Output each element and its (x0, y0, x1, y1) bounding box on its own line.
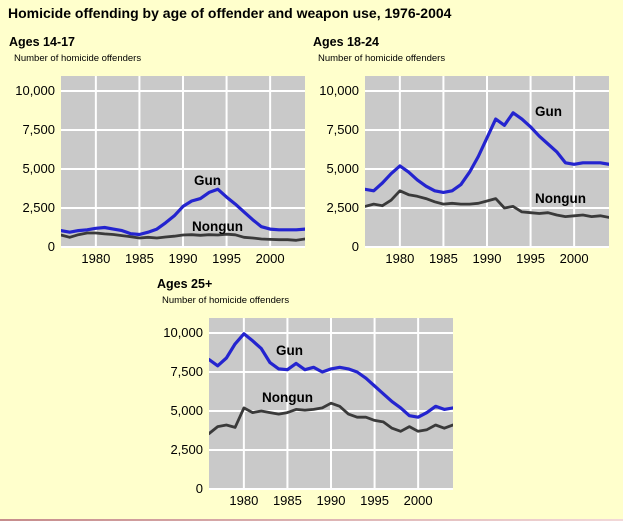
nongun-line (209, 401, 453, 435)
gun-label: Gun (535, 104, 562, 119)
y-tick-label: 2,500 (22, 200, 55, 215)
plot-area (61, 76, 305, 248)
plot-area (209, 318, 453, 490)
page-title: Homicide offending by age of offender an… (8, 5, 452, 21)
nongun-label: Nongun (262, 390, 313, 405)
chart-heading: Ages 18-24 (313, 35, 380, 49)
x-tick-label: 2000 (559, 251, 589, 266)
gun-line (61, 187, 305, 237)
gun-label: Gun (194, 173, 221, 188)
x-tick-label: 1995 (360, 493, 390, 508)
y-tick-label: 7,500 (326, 122, 359, 137)
x-tick-label: 1980 (229, 493, 259, 508)
y-tick-label: 10,000 (319, 83, 359, 98)
x-tick-label: 1990 (168, 251, 198, 266)
y-tick-label: 0 (47, 239, 55, 254)
y-tick-label: 2,500 (170, 442, 203, 457)
x-tick-label: 1995 (516, 251, 546, 266)
gun-line (365, 111, 609, 195)
chart-ages-25-plus: Ages 25+ Number of homicide offenders 0 2… (157, 277, 453, 508)
x-tick-label: 1990 (316, 493, 346, 508)
chart-y-axis-title: Number of homicide offenders (162, 295, 290, 306)
y-tick-label: 0 (351, 239, 359, 254)
nongun-label: Nongun (192, 219, 243, 234)
y-tick-label: 5,000 (22, 161, 55, 176)
nongun-line (61, 231, 305, 242)
y-tick-label: 2,500 (326, 200, 359, 215)
x-tick-label: 2000 (255, 251, 285, 266)
bottom-rule (0, 519, 623, 521)
y-tick-label: 5,000 (326, 161, 359, 176)
y-tick-label: 0 (195, 481, 203, 496)
x-tick-label: 1985 (124, 251, 154, 266)
y-tick-label: 10,000 (15, 83, 55, 98)
chart-ages-18-24: Ages 18-24 Number of homicide offenders … (313, 35, 609, 266)
y-tick-label: 10,000 (163, 325, 203, 340)
x-tick-label: 1995 (212, 251, 242, 266)
nongun-line (365, 189, 609, 219)
y-tick-label: 7,500 (170, 364, 203, 379)
chart-ages-14-17: Ages 14-17 Number of homicide offenders … (9, 35, 305, 266)
chart-heading: Ages 14-17 (9, 35, 76, 49)
nongun-label: Nongun (535, 191, 586, 206)
x-tick-label: 2000 (403, 493, 433, 508)
x-tick-label: 1980 (385, 251, 415, 266)
gun-label: Gun (276, 343, 303, 358)
gun-line (209, 332, 453, 419)
x-tick-label: 1980 (81, 251, 111, 266)
chart-heading: Ages 25+ (157, 277, 213, 291)
chart-y-axis-title: Number of homicide offenders (318, 53, 446, 64)
plot-area (365, 76, 609, 248)
y-tick-label: 7,500 (22, 122, 55, 137)
chart-y-axis-title: Number of homicide offenders (14, 53, 142, 64)
x-tick-label: 1985 (272, 493, 302, 508)
y-tick-label: 5,000 (170, 403, 203, 418)
x-tick-label: 1990 (472, 251, 502, 266)
x-tick-label: 1985 (428, 251, 458, 266)
